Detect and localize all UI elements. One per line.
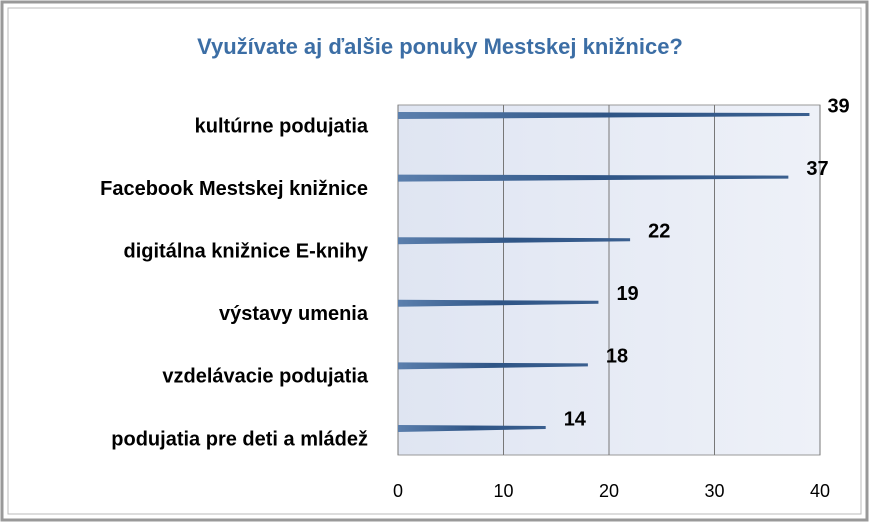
y-tick-label: digitálna knižnice E-knihy bbox=[124, 240, 369, 262]
bar bbox=[398, 112, 810, 119]
value-label: 22 bbox=[648, 220, 670, 242]
y-tick-label: kultúrne podujatia bbox=[195, 115, 369, 137]
y-tick-label: vzdelávacie podujatia bbox=[162, 366, 369, 388]
x-tick-label: 30 bbox=[704, 481, 724, 501]
y-tick-label: výstavy umenia bbox=[219, 303, 369, 325]
x-tick-label: 20 bbox=[599, 481, 619, 501]
y-tick-label: Facebook Mestskej knižnice bbox=[100, 178, 368, 200]
chart-title: Využívate aj ďalšie ponuky Mestskej kniž… bbox=[197, 34, 683, 59]
value-label: 14 bbox=[564, 408, 587, 430]
bar bbox=[398, 237, 631, 245]
x-tick-label: 0 bbox=[393, 481, 403, 501]
x-tick-label: 40 bbox=[810, 481, 830, 501]
value-label: 18 bbox=[606, 346, 628, 368]
x-tick-label: 10 bbox=[493, 481, 513, 501]
inner-frame bbox=[7, 7, 862, 515]
value-label: 39 bbox=[827, 95, 849, 117]
bar bbox=[398, 299, 599, 307]
value-label: 19 bbox=[616, 283, 638, 305]
y-tick-label: podujatia pre deti a mládež bbox=[111, 428, 368, 450]
bar bbox=[398, 362, 588, 370]
bar bbox=[398, 425, 546, 432]
bar bbox=[398, 174, 789, 182]
value-label: 37 bbox=[806, 158, 828, 180]
